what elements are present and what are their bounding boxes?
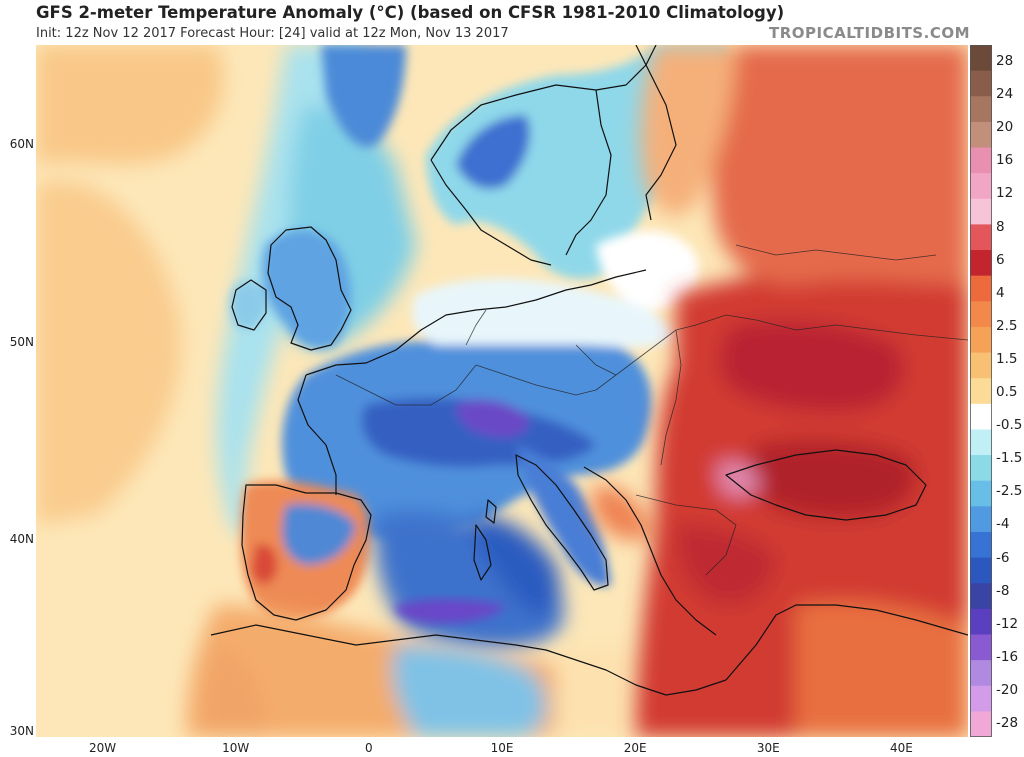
legend-value-label: 20 (996, 119, 1014, 136)
lon-tick-label: 40E (889, 741, 913, 755)
forecast-info: Init: 12z Nov 12 2017 Forecast Hour: [24… (36, 26, 509, 41)
lon-tick-label: 20E (623, 741, 647, 755)
legend-color-swatch (970, 275, 992, 302)
legend-color-swatch (970, 378, 992, 405)
legend-value-label: -6 (996, 549, 1010, 566)
legend-color-swatch (970, 711, 992, 737)
legend-color-swatch (970, 634, 992, 661)
legend-value-label: 4 (996, 284, 1005, 301)
legend-value-label: -8 (996, 582, 1010, 599)
legend-value-label: -4 (996, 516, 1010, 533)
legend-value-label: -0.5 (996, 417, 1023, 434)
legend-value-label: 24 (996, 86, 1014, 103)
legend-color-swatch (970, 45, 992, 72)
legend-color-swatch (970, 96, 992, 123)
legend-color-swatch (970, 250, 992, 277)
legend-value-label: -1.5 (996, 450, 1023, 467)
legend-color-swatch (970, 660, 992, 687)
lat-tick-label: 50N (9, 334, 34, 349)
lon-tick-label: 10E (490, 741, 514, 755)
legend-color-swatch (970, 224, 992, 251)
legend-value-label: 0.5 (996, 384, 1018, 400)
legend-value-label: 8 (996, 218, 1005, 235)
legend-value-label: 16 (996, 152, 1014, 169)
legend-color-swatch (970, 480, 992, 507)
coastlines (210, 45, 968, 696)
lon-tick-label: 10W (222, 741, 250, 755)
legend-color-swatch (970, 198, 992, 225)
country-borders (335, 244, 968, 576)
color-scale-legend: 28 24 20 16 12 8 6 4 2.5 1.5 0.5 -0.5 -1.5 -2.5 -4 -6 -8… (970, 45, 1024, 737)
lon-tick-label: 20W (88, 741, 117, 755)
legend-color-swatch (970, 531, 992, 559)
legend-value-label: -12 (996, 615, 1019, 632)
legend-value-label: -16 (996, 648, 1019, 665)
lon-tick-label: 0 (365, 741, 373, 755)
legend-color-swatch (970, 326, 992, 354)
legend-value-label: 28 (996, 53, 1014, 69)
legend-color-swatch (970, 121, 992, 149)
legend-color-swatch (970, 70, 992, 97)
temperature-anomaly-map (36, 45, 968, 737)
lat-tick-label: 60N (9, 136, 34, 151)
legend-color-swatch (970, 352, 992, 379)
latitude-axis: 60N 50N 40N 30N (0, 45, 36, 738)
legend-value-label: 12 (996, 185, 1014, 202)
legend-color-swatch (970, 557, 992, 584)
lon-tick-label: 30E (756, 741, 780, 755)
map-title: GFS 2-meter Temperature Anomaly (°C) (ba… (36, 3, 785, 22)
site-watermark: TROPICALTIDBITS.COM (769, 24, 970, 42)
legend-value-label: -2.5 (996, 483, 1023, 500)
legend-color-swatch (970, 455, 992, 482)
lat-tick-label: 30N (9, 724, 34, 738)
longitude-axis: 20W 10W 0 10E 20E 30E 40E (36, 737, 968, 757)
legend-color-swatch (970, 301, 992, 328)
legend-value-label: 6 (996, 251, 1005, 268)
legend-color-swatch (970, 608, 992, 635)
legend-color-swatch (970, 685, 992, 712)
legend-color-swatch (970, 173, 992, 200)
legend-color-swatch (970, 147, 992, 174)
legend-value-label: 1.5 (996, 350, 1018, 367)
legend-color-swatch (970, 583, 992, 610)
legend-color-swatch (970, 403, 992, 430)
legend-value-label: -28 (996, 715, 1019, 731)
legend-value-label: 2.5 (996, 317, 1018, 334)
legend-value-label: -20 (996, 681, 1019, 698)
legend-color-swatch (970, 429, 992, 456)
legend-color-swatch (970, 506, 992, 533)
lat-tick-label: 40N (9, 532, 34, 547)
